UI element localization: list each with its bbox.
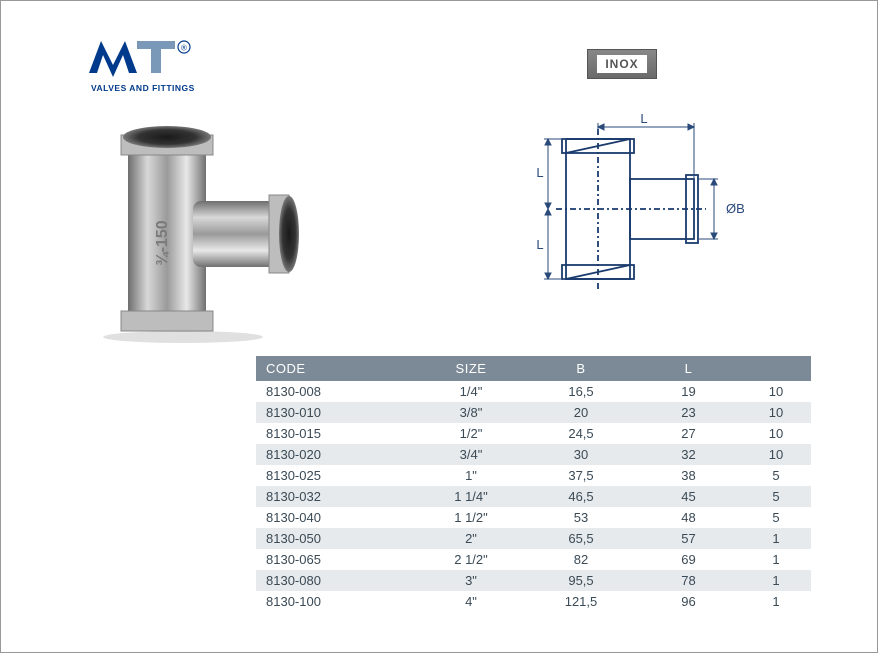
dim-label-diameter-b: ØB <box>726 201 745 216</box>
table-cell: 3/8" <box>416 402 526 423</box>
table-cell: 65,5 <box>526 528 636 549</box>
spec-table: CODE SIZE B L 8130-0081/4"16,519108130-0… <box>256 356 811 612</box>
table-cell: 20 <box>526 402 636 423</box>
table-cell: 1/2" <box>416 423 526 444</box>
table-cell: 10 <box>741 423 811 444</box>
dim-label-L-upper: L <box>536 165 543 180</box>
table-cell: 27 <box>636 423 741 444</box>
table-row: 8130-0251"37,5385 <box>256 465 811 486</box>
table-cell: 53 <box>526 507 636 528</box>
table-cell: 48 <box>636 507 741 528</box>
table-cell: 10 <box>741 381 811 402</box>
table-cell: 8130-010 <box>256 402 416 423</box>
table-row: 8130-0401 1/2"53485 <box>256 507 811 528</box>
table-cell: 82 <box>526 549 636 570</box>
table-cell: 2 1/2" <box>416 549 526 570</box>
product-photo: ¾-150 <box>73 123 303 343</box>
table-cell: 1 <box>741 528 811 549</box>
table-cell: 8130-065 <box>256 549 416 570</box>
table-cell: 10 <box>741 402 811 423</box>
table-cell: 45 <box>636 486 741 507</box>
table-cell: 8130-040 <box>256 507 416 528</box>
dim-label-L-lower: L <box>536 237 543 252</box>
table-cell: 8130-025 <box>256 465 416 486</box>
table-row: 8130-0103/8"202310 <box>256 402 811 423</box>
table-cell: 4" <box>416 591 526 612</box>
table-cell: 3/4" <box>416 444 526 465</box>
table-cell: 19 <box>636 381 741 402</box>
svg-text:¾-150: ¾-150 <box>154 220 171 265</box>
logo-mark-icon: ® <box>87 37 197 81</box>
table-cell: 8130-032 <box>256 486 416 507</box>
table-cell: 95,5 <box>526 570 636 591</box>
col-header-l: L <box>636 356 741 381</box>
table-cell: 5 <box>741 507 811 528</box>
table-cell: 16,5 <box>526 381 636 402</box>
table-cell: 8130-020 <box>256 444 416 465</box>
table-row: 8130-0803"95,5781 <box>256 570 811 591</box>
material-badge: INOX <box>587 49 657 79</box>
table-cell: 10 <box>741 444 811 465</box>
table-cell: 5 <box>741 486 811 507</box>
table-cell: 38 <box>636 465 741 486</box>
table-cell: 24,5 <box>526 423 636 444</box>
table-cell: 30 <box>526 444 636 465</box>
col-header-b: B <box>526 356 636 381</box>
col-header-code: CODE <box>256 356 416 381</box>
table-row: 8130-0321 1/4"46,5455 <box>256 486 811 507</box>
table-cell: 1" <box>416 465 526 486</box>
table-cell: 8130-050 <box>256 528 416 549</box>
table-cell: 32 <box>636 444 741 465</box>
table-row: 8130-0203/4"303210 <box>256 444 811 465</box>
col-header-size: SIZE <box>416 356 526 381</box>
table-row: 8130-0081/4"16,51910 <box>256 381 811 402</box>
table-cell: 1 <box>741 549 811 570</box>
technical-diagram: L L L ØB <box>526 109 746 299</box>
table-cell: 57 <box>636 528 741 549</box>
table-cell: 1 <box>741 570 811 591</box>
table-header-row: CODE SIZE B L <box>256 356 811 381</box>
table-cell: 69 <box>636 549 741 570</box>
brand-logo: ® VALVES AND FITTINGS <box>87 37 197 93</box>
table-cell: 8130-100 <box>256 591 416 612</box>
table-cell: 1 1/2" <box>416 507 526 528</box>
table-cell: 1/4" <box>416 381 526 402</box>
table-row: 8130-0652 1/2"82691 <box>256 549 811 570</box>
table-cell: 1 <box>741 591 811 612</box>
table-cell: 8130-015 <box>256 423 416 444</box>
table-row: 8130-0502"65,5571 <box>256 528 811 549</box>
brand-tagline: VALVES AND FITTINGS <box>91 83 197 93</box>
table-cell: 121,5 <box>526 591 636 612</box>
table-cell: 3" <box>416 570 526 591</box>
table-cell: 2" <box>416 528 526 549</box>
col-header-last <box>741 356 811 381</box>
header: ® VALVES AND FITTINGS INOX <box>1 19 877 109</box>
table-cell: 1 1/4" <box>416 486 526 507</box>
material-badge-label: INOX <box>597 55 646 73</box>
table-row: 8130-1004"121,5961 <box>256 591 811 612</box>
table-row: 8130-0151/2"24,52710 <box>256 423 811 444</box>
svg-text:®: ® <box>181 44 187 53</box>
table-cell: 23 <box>636 402 741 423</box>
table-cell: 96 <box>636 591 741 612</box>
dim-label-L-top: L <box>640 111 647 126</box>
table-cell: 8130-008 <box>256 381 416 402</box>
table-cell: 5 <box>741 465 811 486</box>
table-cell: 37,5 <box>526 465 636 486</box>
table-cell: 46,5 <box>526 486 636 507</box>
table-cell: 8130-080 <box>256 570 416 591</box>
table-cell: 78 <box>636 570 741 591</box>
